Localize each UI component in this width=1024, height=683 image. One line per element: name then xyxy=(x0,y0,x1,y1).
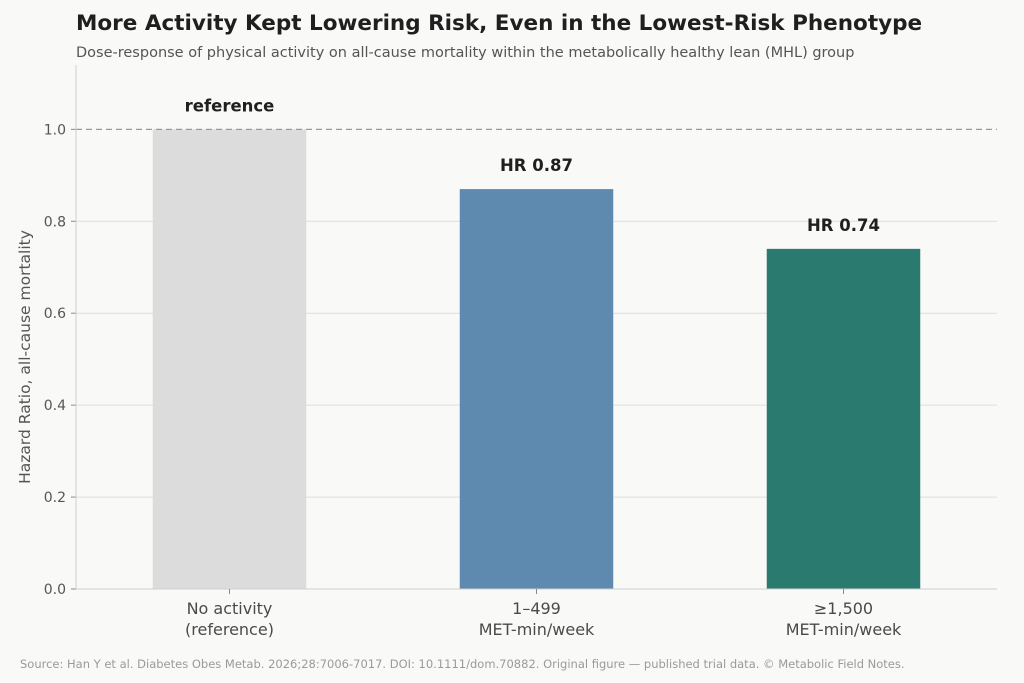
y-axis-ticks: 0.0 0.2 0.4 0.6 0.8 1.0 xyxy=(44,65,77,598)
bar xyxy=(766,248,921,589)
y-tick-label: 0.2 xyxy=(44,490,66,506)
source-footer: Source: Han Y et al. Diabetes Obes Metab… xyxy=(20,657,905,671)
y-axis-label: Hazard Ratio, all-cause mortality xyxy=(16,230,34,484)
bars xyxy=(152,129,921,589)
x-tick-label: 1–499 xyxy=(512,599,561,618)
data-label: HR 0.74 xyxy=(807,216,880,235)
chart-subtitle: Dose-response of physical activity on al… xyxy=(76,45,855,61)
data-labels: reference HR 0.87 HR 0.74 xyxy=(185,96,880,235)
x-tick-label: ≥1,500 xyxy=(814,599,873,618)
y-tick-label: 0.8 xyxy=(44,214,66,230)
y-tick-label: 0.6 xyxy=(44,306,66,322)
y-tick-label: 0.0 xyxy=(44,582,66,598)
data-label: HR 0.87 xyxy=(500,156,573,175)
x-tick-label: (reference) xyxy=(185,620,274,639)
x-tick-label: No activity xyxy=(187,599,273,618)
data-label: reference xyxy=(185,96,275,115)
chart-title: More Activity Kept Lowering Risk, Even i… xyxy=(76,11,923,36)
y-tick-label: 1.0 xyxy=(44,122,66,138)
x-tick-label: MET-min/week xyxy=(786,620,902,639)
bar xyxy=(459,189,614,589)
bar xyxy=(152,129,307,589)
x-axis-ticks: No activity (reference) 1–499 MET-min/week ≥… xyxy=(76,588,997,639)
y-tick-label: 0.4 xyxy=(44,398,66,414)
x-tick-label: MET-min/week xyxy=(479,620,595,639)
